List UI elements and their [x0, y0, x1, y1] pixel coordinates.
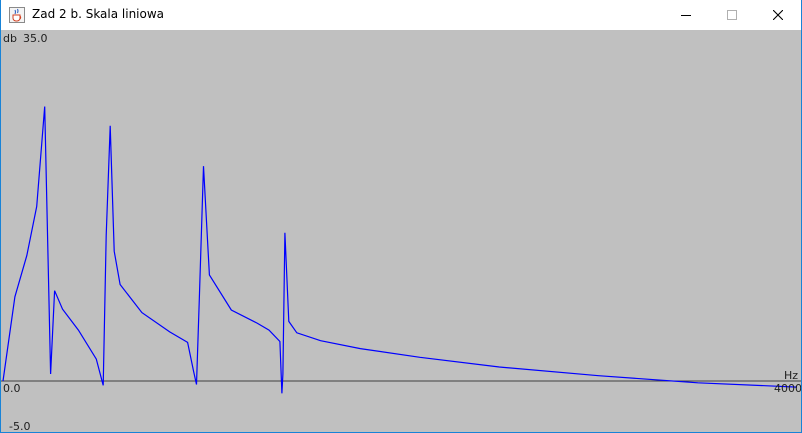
series-line — [2, 106, 798, 394]
x-min-label: 0.0 — [3, 382, 21, 395]
close-button[interactable] — [755, 0, 801, 30]
minimize-button[interactable] — [663, 0, 709, 30]
maximize-icon — [727, 10, 737, 20]
maximize-button[interactable] — [709, 0, 755, 30]
x-max-label: 4000 — [774, 382, 802, 395]
window-title: Zad 2 b. Skala liniowa — [32, 7, 165, 21]
close-icon — [773, 10, 783, 20]
chart-canvas: db 35.0 Hz 0.0 4000 -5.0 — [1, 30, 802, 433]
y-max-label: 35.0 — [23, 32, 48, 45]
spectrum-plot — [1, 106, 801, 394]
x-axis-label: Hz — [784, 369, 799, 382]
y-axis-label: db — [3, 32, 17, 45]
minimize-icon — [681, 15, 691, 16]
java-cup-icon — [9, 7, 25, 23]
y-min-label: -5.0 — [9, 420, 31, 433]
title-bar[interactable]: Zad 2 b. Skala liniowa — [1, 0, 801, 30]
